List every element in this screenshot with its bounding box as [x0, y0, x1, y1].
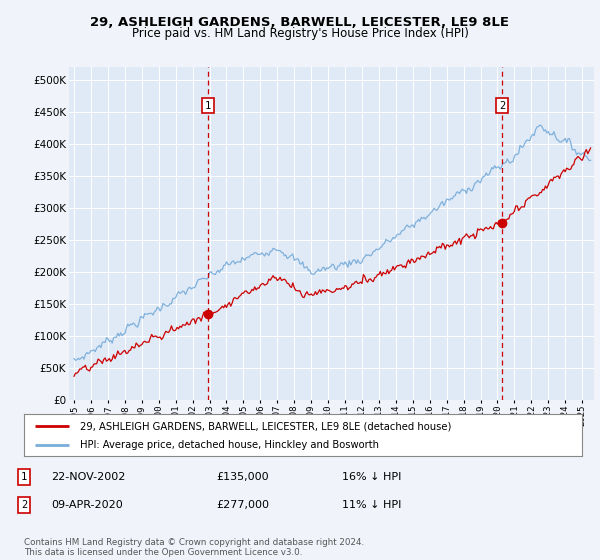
Text: 2: 2 — [499, 101, 505, 111]
Text: HPI: Average price, detached house, Hinckley and Bosworth: HPI: Average price, detached house, Hinc… — [80, 440, 379, 450]
Text: £135,000: £135,000 — [216, 472, 269, 482]
Text: 09-APR-2020: 09-APR-2020 — [51, 500, 123, 510]
Text: 29, ASHLEIGH GARDENS, BARWELL, LEICESTER, LE9 8LE: 29, ASHLEIGH GARDENS, BARWELL, LEICESTER… — [91, 16, 509, 29]
Text: Contains HM Land Registry data © Crown copyright and database right 2024.
This d: Contains HM Land Registry data © Crown c… — [24, 538, 364, 557]
Text: 22-NOV-2002: 22-NOV-2002 — [51, 472, 125, 482]
Text: 1: 1 — [21, 472, 27, 482]
Text: 1: 1 — [205, 101, 211, 111]
Text: 29, ASHLEIGH GARDENS, BARWELL, LEICESTER, LE9 8LE (detached house): 29, ASHLEIGH GARDENS, BARWELL, LEICESTER… — [80, 421, 451, 431]
Text: 11% ↓ HPI: 11% ↓ HPI — [342, 500, 401, 510]
Text: 16% ↓ HPI: 16% ↓ HPI — [342, 472, 401, 482]
Text: 2: 2 — [21, 500, 27, 510]
Text: Price paid vs. HM Land Registry's House Price Index (HPI): Price paid vs. HM Land Registry's House … — [131, 27, 469, 40]
Text: £277,000: £277,000 — [216, 500, 269, 510]
